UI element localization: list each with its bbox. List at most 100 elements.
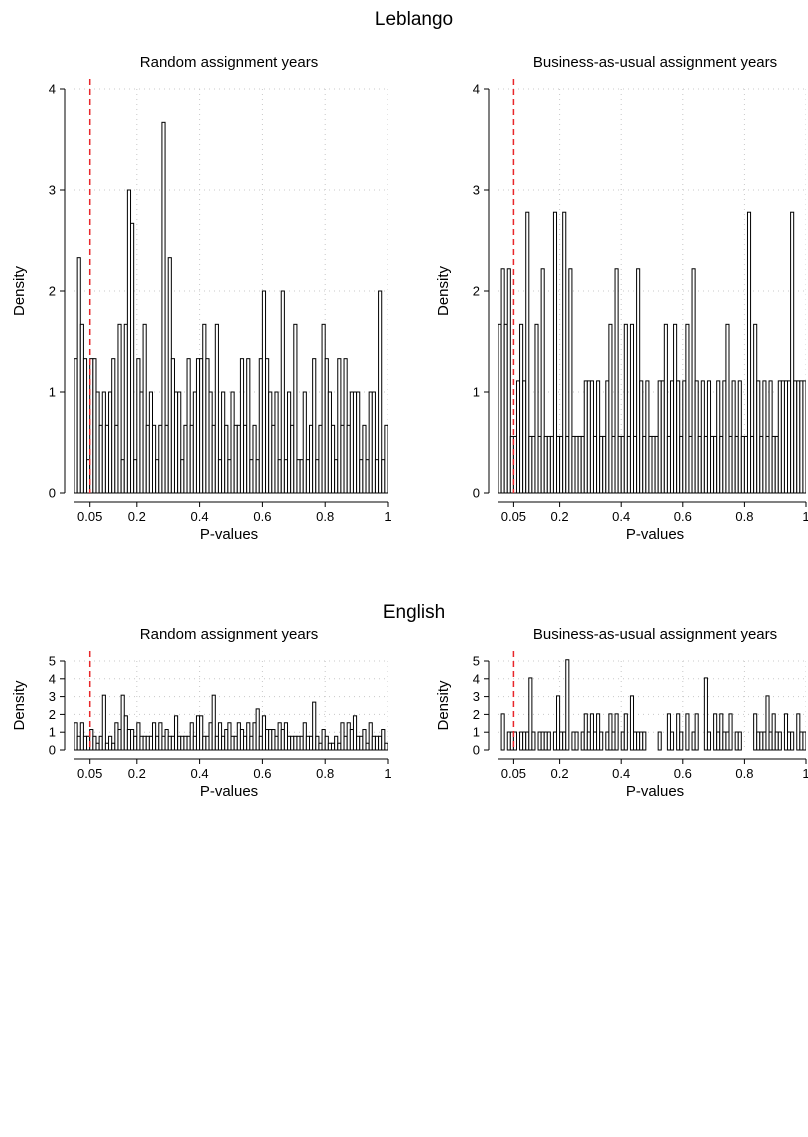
histogram-bar — [642, 731, 647, 751]
histogram-bar — [82, 358, 88, 494]
histogram-bar — [657, 731, 662, 751]
histogram-bar — [556, 695, 561, 751]
y-axis-title: Density — [11, 265, 28, 316]
y-tick-label: 3 — [49, 183, 56, 198]
histogram-bar — [117, 323, 122, 494]
x-tick-label: 0.4 — [612, 766, 630, 781]
x-tick-label: 0.4 — [191, 509, 209, 524]
histogram-bar — [663, 323, 668, 494]
histogram-bar — [274, 391, 279, 494]
plot-area — [74, 660, 388, 751]
y-tick-label: 2 — [49, 707, 56, 722]
histogram-bar — [565, 659, 570, 751]
x-tick-label: 0.6 — [674, 766, 692, 781]
histogram-bar — [101, 694, 106, 751]
section-title-english: English — [383, 602, 445, 623]
histogram-bar — [371, 391, 376, 494]
y-tick-label: 2 — [473, 284, 480, 299]
histogram-bar — [765, 695, 770, 751]
x-tick-label: 1 — [802, 509, 808, 524]
y-tick-label: 1 — [473, 725, 480, 740]
x-tick-label: 1 — [384, 509, 391, 524]
histogram-bar — [312, 701, 317, 751]
y-tick-label: 3 — [473, 183, 480, 198]
x-tick-label: 0.05 — [77, 509, 102, 524]
histogram-bar — [614, 268, 619, 494]
histogram-bar — [614, 713, 619, 751]
y-axis-title: Density — [11, 680, 28, 731]
panels: 0 1 2 3 4 0.05 0.2 0.4 0.6 0.8 1 Random assignment … — [11, 54, 808, 800]
x-axis-title: P-values — [200, 526, 258, 543]
y-tick-label: 1 — [473, 385, 480, 400]
histogram-bar — [352, 715, 358, 751]
histogram-bar — [246, 358, 251, 494]
histogram-bar — [252, 424, 257, 494]
x-tick-label: 1 — [384, 766, 391, 781]
histogram-bar — [679, 731, 684, 751]
histogram-bar — [130, 222, 135, 494]
x-tick-label: 0.05 — [77, 766, 102, 781]
histogram-bar — [629, 695, 635, 751]
y-tick-label: 4 — [473, 671, 480, 686]
histogram-bar — [378, 290, 383, 494]
y-tick-label: 3 — [49, 689, 56, 704]
x-tick-label: 0.05 — [501, 509, 526, 524]
y-tick-label: 1 — [49, 385, 56, 400]
histogram-bar — [694, 713, 699, 751]
histogram-bar — [568, 268, 573, 494]
histogram-bar — [142, 323, 147, 494]
y-axis-title: Density — [435, 265, 452, 316]
y-tick-label: 5 — [473, 654, 480, 669]
x-tick-label: 0.2 — [551, 766, 569, 781]
histogram-bar — [384, 742, 388, 751]
histogram-bar — [737, 731, 742, 751]
panel-4: 0 1 2 3 4 5 0.05 0.2 0.4 0.6 0.8 1 Business-as-usual… — [435, 626, 808, 800]
histogram-bar — [152, 424, 157, 494]
histogram-bar — [706, 731, 712, 751]
histogram-bar — [525, 211, 530, 494]
x-axis-title: P-values — [200, 783, 258, 800]
histogram-bar — [802, 731, 806, 751]
histogram-bar — [255, 708, 260, 751]
y-tick-label: 0 — [473, 486, 480, 501]
y-tick-label: 0 — [473, 743, 480, 758]
plot-area — [498, 88, 806, 494]
x-tick-label: 0.8 — [316, 766, 334, 781]
histogram-bar — [552, 211, 558, 494]
y-tick-label: 5 — [49, 654, 56, 669]
histogram-bar — [562, 211, 567, 494]
x-tick-label: 0.6 — [253, 509, 271, 524]
histogram-bar — [574, 731, 579, 751]
histogram-bar — [500, 713, 505, 751]
x-tick-label: 0.8 — [735, 509, 753, 524]
histogram-bar — [381, 729, 386, 751]
histogram-bar — [629, 323, 635, 494]
y-tick-label: 4 — [49, 82, 56, 97]
histogram-bar — [214, 323, 219, 494]
panel-title: Random assignment years — [140, 626, 318, 643]
histogram-bar — [173, 715, 179, 751]
histogram-bar — [802, 380, 806, 494]
histogram-bar — [623, 713, 628, 751]
histogram-bar — [312, 358, 317, 494]
histogram-bar — [330, 424, 336, 494]
panel-1: 0 1 2 3 4 0.05 0.2 0.4 0.6 0.8 1 Random assignment … — [11, 54, 392, 543]
y-tick-label: 0 — [49, 743, 56, 758]
histogram-bar — [669, 731, 675, 751]
x-tick-label: 0.6 — [674, 509, 692, 524]
histogram-bar — [790, 731, 795, 751]
histogram-bar — [356, 391, 361, 494]
histogram-bar — [362, 729, 367, 751]
histogram-bar — [685, 323, 690, 494]
panel-title: Random assignment years — [140, 54, 318, 71]
x-tick-label: 0.2 — [551, 509, 569, 524]
x-tick-label: 1 — [802, 766, 808, 781]
histogram-bar — [211, 694, 216, 751]
histogram-bar — [790, 211, 795, 494]
histogram-bar — [161, 121, 166, 494]
histogram-bar — [362, 424, 367, 494]
plot-area — [498, 659, 806, 751]
section-title-leblango: Leblango — [375, 9, 453, 30]
x-tick-label: 0.2 — [128, 509, 146, 524]
